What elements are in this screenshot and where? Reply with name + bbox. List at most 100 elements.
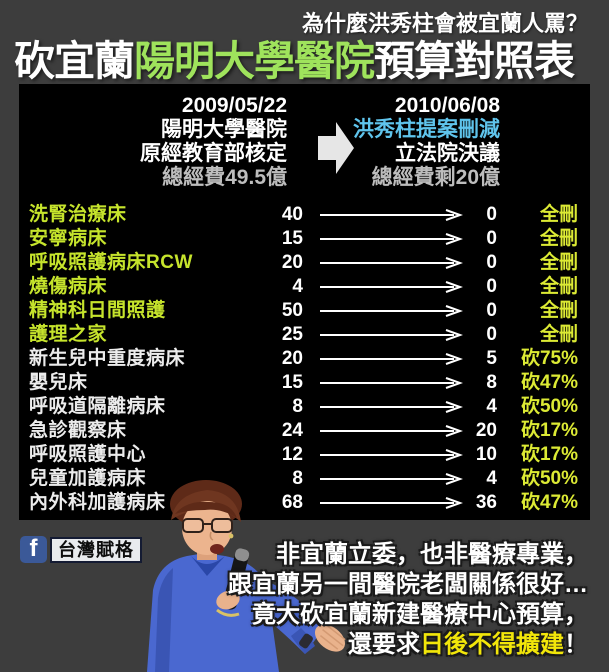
row-cut-label: 砍50% [520,396,578,417]
row-before-value: 8 [292,468,303,489]
quote-line-4-pre: 還要求 [348,631,420,658]
row-cut-label: 全刪 [539,252,578,273]
table-row: 新生兒中重度病床 20 5 砍75% [19,347,590,371]
facebook-page-name: 台灣賦格 [50,536,142,563]
row-after-value: 0 [486,324,497,345]
row-cut-label: 砍75% [520,348,578,369]
row-after-value: 0 [486,276,497,297]
table-row: 洗腎治療床 40 0 全刪 [19,203,590,227]
row-label: 護理之家 [29,324,108,345]
arrow-icon [320,257,463,269]
arrow-icon [320,497,463,509]
row-after-value: 0 [486,228,497,249]
table-row: 呼吸照護病床RCW 20 0 全刪 [19,251,590,275]
table-row: 護理之家 25 0 全刪 [19,323,590,347]
row-after-value: 8 [486,372,497,393]
row-before-value: 15 [281,228,303,249]
table-row: 兒童加護病床 8 4 砍50% [19,467,590,491]
hung-hsiu-chu-photo [147,480,346,672]
commentary-text: 非宜蘭立委，也非醫療專業， 跟宜蘭另一間醫院老闆關係很好… 竟大砍宜蘭新建醫療中… [228,540,588,660]
row-label: 內外科加護病床 [29,492,166,513]
table-row: 精神科日間照護 50 0 全刪 [19,299,590,323]
row-after-value: 4 [486,396,497,417]
arrow-icon [320,353,463,365]
table-row: 呼吸照護中心 12 10 砍17% [19,443,590,467]
table-row: 嬰兒床 15 8 砍47% [19,371,590,395]
column-header-after: 2010/06/08 洪秀柱提案刪減 立法院決議 總經費剩20億 [353,94,500,190]
row-label: 急診觀察床 [29,420,127,441]
row-before-value: 20 [281,252,303,273]
column-header-before: 2009/05/22 陽明大學醫院 原經教育部核定 總經費49.5億 [140,94,287,190]
quote-line-4-post: ！ [564,631,588,658]
arrow-icon [320,425,463,437]
row-before-value: 20 [281,348,303,369]
row-label: 新生兒中重度病床 [29,348,186,369]
row-label: 呼吸照護中心 [29,444,147,465]
table-row: 安寧病床 15 0 全刪 [19,227,590,251]
row-before-value: 15 [281,372,303,393]
row-cut-label: 砍17% [520,420,578,441]
row-label: 洗腎治療床 [29,204,127,225]
row-cut-label: 砍47% [520,492,578,513]
quote-line-4: 還要求日後不得擴建！ [228,630,588,660]
before-date: 2009/05/22 [181,94,287,117]
row-cut-label: 全刪 [539,204,578,225]
arrow-icon [320,401,463,413]
row-cut-label: 全刪 [539,228,578,249]
row-cut-label: 全刪 [539,276,578,297]
row-label: 燒傷病床 [29,276,108,297]
title-post: 預算對照表 [374,38,575,84]
right-arrow-icon [318,122,354,174]
quote-line-2: 跟宜蘭另一間醫院老闆關係很好… [228,571,588,598]
row-cut-label: 砍17% [520,444,578,465]
row-after-value: 0 [486,252,497,273]
row-before-value: 4 [292,276,303,297]
row-label: 精神科日間照護 [29,300,166,321]
arrow-icon [320,281,463,293]
budget-table-panel: 2009/05/22 陽明大學醫院 原經教育部核定 總經費49.5億 2010/… [19,84,590,520]
table-row: 燒傷病床 4 0 全刪 [19,275,590,299]
facebook-badge: f 台灣賦格 [20,536,142,563]
row-after-value: 5 [486,348,497,369]
quote-line-1: 非宜蘭立委，也非醫療專業， [276,541,588,568]
row-after-value: 20 [475,420,497,441]
row-label: 安寧病床 [29,228,108,249]
row-before-value: 24 [281,420,303,441]
arrow-icon [320,449,463,461]
row-before-value: 40 [281,204,303,225]
row-label: 呼吸照護病床RCW [29,252,193,273]
row-cut-label: 砍47% [520,372,578,393]
table-row: 呼吸道隔離病床 8 4 砍50% [19,395,590,419]
before-line1: 陽明大學醫院 [161,118,287,141]
arrow-icon [320,377,463,389]
after-total: 總經費剩20億 [371,166,500,189]
row-after-value: 10 [475,444,497,465]
table-rows: 洗腎治療床 40 0 全刪 安寧病床 15 0 全刪 呼吸照護病床RCW 20 … [19,203,590,515]
quote-line-3: 竟大砍宜蘭新建醫療中心預算， [252,601,588,628]
row-label: 嬰兒床 [29,372,88,393]
arrow-icon [320,209,463,221]
row-label: 兒童加護病床 [29,468,147,489]
row-after-value: 4 [486,468,497,489]
before-line2: 原經教育部核定 [140,142,287,165]
row-before-value: 68 [281,492,303,513]
after-date: 2010/06/08 [394,94,500,117]
table-row: 急診觀察床 24 20 砍17% [19,419,590,443]
title-highlight: 陽明大學醫院 [134,38,375,84]
quote-line-4-highlight: 日後不得擴建 [420,631,564,658]
row-cut-label: 砍50% [520,468,578,489]
row-after-value: 36 [475,492,497,513]
arrow-icon [320,233,463,245]
arrow-icon [320,473,463,485]
table-row: 內外科加護病床 68 36 砍47% [19,491,590,515]
after-line2: 立法院決議 [395,142,500,165]
before-total: 總經費49.5億 [162,166,287,189]
row-after-value: 0 [486,204,497,225]
arrow-icon [320,329,463,341]
arrow-icon [320,305,463,317]
row-cut-label: 全刪 [539,324,578,345]
row-cut-label: 全刪 [539,300,578,321]
subtitle: 為什麼洪秀柱會被宜蘭人罵？ [301,11,588,36]
row-after-value: 0 [486,300,497,321]
